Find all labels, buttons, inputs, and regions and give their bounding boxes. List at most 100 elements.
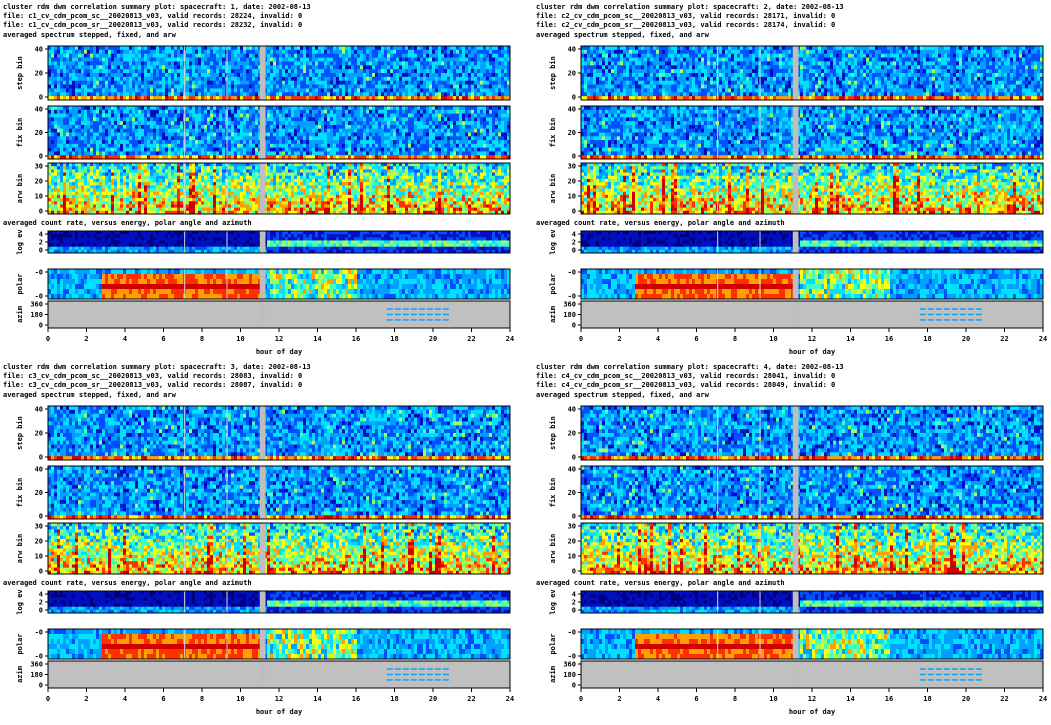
heatmap-cell: [273, 88, 276, 92]
heatmap-cell: [123, 88, 126, 92]
heatmap-cell: [66, 125, 69, 129]
heatmap-cell: [483, 65, 486, 69]
heatmap-cell: [174, 121, 177, 125]
heatmap-cell: [180, 117, 183, 121]
heatmap-cell: [408, 88, 411, 92]
heatmap-cell: [129, 85, 132, 89]
heatmap-cell: [291, 61, 294, 65]
heatmap-cell: [234, 54, 237, 58]
heatmap-cell: [393, 54, 396, 58]
heatmap-cell: [384, 125, 387, 129]
heatmap-cell: [168, 136, 171, 140]
heatmap-cell: [87, 46, 90, 50]
heatmap-cell: [201, 50, 204, 54]
heatmap-cell: [447, 114, 450, 118]
heatmap-cell: [177, 81, 180, 85]
heatmap-cell: [417, 151, 420, 155]
heatmap-cell: [423, 85, 426, 89]
heatmap-cell: [348, 85, 351, 89]
heatmap-cell: [204, 110, 207, 114]
heatmap-cell: [228, 69, 231, 73]
heatmap-cell: [357, 133, 360, 137]
heatmap-cell: [111, 117, 114, 121]
heatmap-cell: [144, 92, 147, 96]
heatmap-cell: [417, 69, 420, 73]
heatmap-cell: [231, 125, 234, 129]
heatmap-cell: [420, 88, 423, 92]
heatmap-cell: [282, 77, 285, 81]
heatmap-cell: [180, 125, 183, 129]
heatmap-cell: [93, 61, 96, 65]
heatmap-cell: [111, 88, 114, 92]
heatmap-cell: [300, 46, 303, 50]
heatmap-cell: [429, 133, 432, 137]
heatmap-cell: [228, 148, 231, 152]
heatmap-cell: [471, 151, 474, 155]
heatmap-cell: [135, 88, 138, 92]
heatmap-cell: [444, 73, 447, 77]
heatmap-cell: [111, 125, 114, 129]
heatmap-cell: [438, 46, 441, 50]
heatmap-cell: [483, 69, 486, 73]
heatmap-cell: [141, 117, 144, 121]
heatmap-cell: [435, 117, 438, 121]
heatmap-cell: [360, 125, 363, 129]
heatmap-cell: [168, 125, 171, 129]
heatmap-cell: [369, 144, 372, 148]
heatmap-cell: [378, 125, 381, 129]
heatmap-cell: [60, 54, 63, 58]
heatmap-cell: [222, 58, 225, 62]
heatmap-cell: [66, 88, 69, 92]
heatmap-cell: [369, 129, 372, 133]
heatmap-cell: [285, 69, 288, 73]
heatmap-cell: [135, 92, 138, 96]
heatmap-cell: [216, 58, 219, 62]
heatmap-cell: [192, 133, 195, 137]
heatmap-cell: [285, 92, 288, 96]
heatmap-cell: [174, 61, 177, 65]
heatmap-cell: [444, 133, 447, 137]
heatmap-cell: [57, 144, 60, 148]
heatmap-cell: [57, 58, 60, 62]
heatmap-cell: [414, 144, 417, 148]
heatmap-cell: [54, 114, 57, 118]
heatmap-cell: [72, 85, 75, 89]
heatmap-cell: [72, 125, 75, 129]
heatmap-cell: [309, 121, 312, 125]
heatmap-cell: [207, 61, 210, 65]
heatmap-cell: [138, 133, 141, 137]
heatmap-cell: [72, 50, 75, 54]
heatmap-cell: [381, 88, 384, 92]
heatmap-cell: [423, 50, 426, 54]
heatmap-cell: [414, 88, 417, 92]
heatmap-cell: [174, 88, 177, 92]
heatmap-cell: [444, 144, 447, 148]
heatmap-cell: [291, 106, 294, 110]
heatmap-cell: [228, 88, 231, 92]
heatmap-cell: [162, 77, 165, 81]
heatmap-cell: [354, 61, 357, 65]
heatmap-cell: [417, 106, 420, 110]
heatmap-cell: [315, 148, 318, 152]
heatmap-cell: [57, 54, 60, 58]
heatmap-cell: [180, 50, 183, 54]
heatmap-cell: [480, 73, 483, 77]
heatmap-cell: [243, 106, 246, 110]
heatmap-cell: [387, 148, 390, 152]
heatmap-cell: [96, 110, 99, 114]
heatmap-cell: [402, 129, 405, 133]
heatmap-cell: [354, 106, 357, 110]
heatmap-cell: [198, 151, 201, 155]
heatmap-cell: [330, 81, 333, 85]
heatmap-cell: [333, 133, 336, 137]
heatmap-cell: [279, 46, 282, 50]
heatmap-cell: [105, 121, 108, 125]
heatmap-cell: [321, 88, 324, 92]
heatmap-cell: [285, 110, 288, 114]
heatmap-cell: [345, 54, 348, 58]
heatmap-cell: [60, 129, 63, 133]
heatmap-cell: [174, 117, 177, 121]
heatmap-cell: [237, 148, 240, 152]
heatmap-cell: [429, 73, 432, 77]
heatmap-cell: [231, 121, 234, 125]
